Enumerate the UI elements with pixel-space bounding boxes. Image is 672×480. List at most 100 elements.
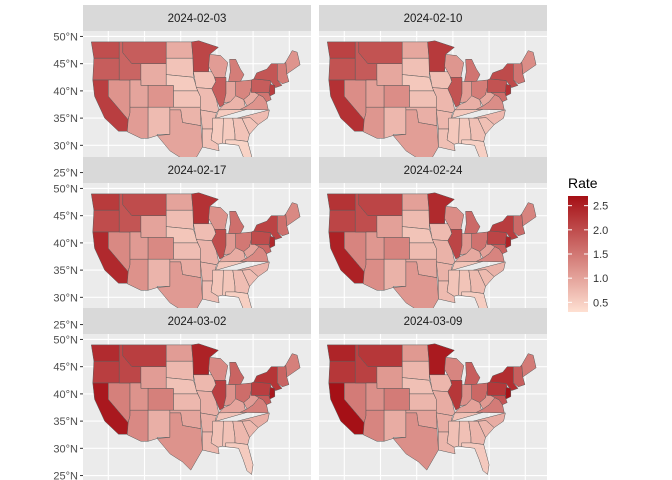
state-pa bbox=[251, 230, 273, 245]
state-md bbox=[254, 395, 272, 406]
state-mi bbox=[464, 362, 481, 385]
state-ne_reg bbox=[277, 364, 290, 388]
state-ks bbox=[173, 393, 201, 411]
state-wy bbox=[376, 366, 403, 389]
state-mi bbox=[228, 59, 245, 82]
facet-strip-label: 2024-02-10 bbox=[404, 13, 463, 25]
state-ne_reg bbox=[513, 61, 526, 85]
state-fl bbox=[225, 442, 254, 475]
state-shapes bbox=[91, 343, 301, 475]
state-sd bbox=[401, 209, 430, 230]
state-nd bbox=[165, 41, 194, 59]
y-tick-label: 30°N bbox=[53, 292, 78, 304]
state-ms bbox=[210, 117, 224, 145]
state-or bbox=[328, 360, 356, 384]
state-nj bbox=[269, 387, 276, 400]
state-nd bbox=[401, 41, 430, 59]
y-tick-label: 40°N bbox=[53, 389, 78, 401]
state-wa bbox=[327, 344, 356, 362]
state-co bbox=[383, 388, 410, 411]
state-nd bbox=[401, 344, 430, 362]
state-mt bbox=[358, 41, 403, 64]
state-ms bbox=[446, 420, 460, 448]
y-tick-label: 25°N bbox=[53, 168, 78, 180]
y-tick-label: 35°N bbox=[53, 113, 78, 125]
state-ks bbox=[173, 90, 201, 108]
state-nc bbox=[237, 412, 270, 428]
state-ne_reg bbox=[277, 61, 290, 85]
state-mt bbox=[122, 193, 167, 216]
y-tick-label: 40°N bbox=[53, 86, 78, 98]
state-ks bbox=[409, 393, 437, 411]
legend-break-label: 2.5 bbox=[593, 201, 608, 213]
facet-strip-label: 2024-02-24 bbox=[404, 165, 463, 177]
state-mi bbox=[464, 211, 481, 234]
y-tick-label: 25°N bbox=[53, 320, 78, 332]
state-nc bbox=[473, 109, 506, 125]
state-mi bbox=[464, 59, 481, 82]
y-tick-label: 40°N bbox=[53, 238, 78, 250]
state-co bbox=[383, 85, 410, 108]
facet-strip-label: 2024-02-17 bbox=[168, 165, 227, 177]
state-ks bbox=[173, 242, 201, 260]
state-wa bbox=[327, 193, 356, 211]
state-wy bbox=[140, 366, 167, 389]
state-co bbox=[147, 388, 174, 411]
state-sd bbox=[165, 360, 194, 381]
state-wa bbox=[91, 41, 120, 59]
state-ne_reg bbox=[277, 213, 290, 237]
state-ms bbox=[446, 269, 460, 297]
state-nm bbox=[147, 106, 171, 139]
state-nj bbox=[505, 84, 512, 97]
state-fl bbox=[461, 442, 490, 475]
state-wy bbox=[140, 215, 167, 238]
state-or bbox=[92, 360, 120, 384]
axes: 25°N 30°N 35°N 40°N 45°N 50°N 25°N 30°N 35°N 40°N… bbox=[53, 31, 83, 480]
state-nc bbox=[237, 261, 270, 277]
state-co bbox=[147, 237, 174, 260]
state-ks bbox=[409, 90, 437, 108]
state-nd bbox=[165, 344, 194, 362]
state-nc bbox=[473, 261, 506, 277]
facet-strip-label: 2024-03-02 bbox=[168, 316, 227, 328]
state-md bbox=[254, 92, 272, 103]
state-mt bbox=[358, 344, 403, 367]
state-nm bbox=[383, 106, 407, 139]
state-md bbox=[490, 92, 508, 103]
state-mt bbox=[122, 344, 167, 367]
state-mi bbox=[228, 362, 245, 385]
state-sd bbox=[165, 209, 194, 230]
facet-strip bbox=[319, 157, 547, 183]
facet-strip-label: 2024-03-09 bbox=[404, 316, 463, 328]
state-shapes bbox=[327, 192, 537, 324]
state-ia bbox=[193, 374, 217, 392]
state-ia bbox=[193, 71, 217, 89]
state-ia bbox=[429, 374, 453, 392]
facet-panel: 2024-03-02 bbox=[83, 308, 311, 480]
y-tick-label: 45°N bbox=[53, 211, 78, 223]
state-nj bbox=[505, 236, 512, 249]
state-ms bbox=[446, 117, 460, 145]
y-tick-label: 25°N bbox=[53, 471, 78, 480]
state-shapes bbox=[327, 40, 537, 172]
state-nj bbox=[269, 236, 276, 249]
state-nc bbox=[473, 412, 506, 428]
state-ne_reg bbox=[513, 213, 526, 237]
facet-strip bbox=[83, 157, 311, 183]
state-wy bbox=[376, 215, 403, 238]
facet-strip-label: 2024-02-03 bbox=[168, 13, 227, 25]
facet-panel: 2024-03-09 bbox=[319, 308, 547, 480]
state-shapes bbox=[327, 343, 537, 475]
state-mi bbox=[228, 211, 245, 234]
state-or bbox=[328, 57, 356, 81]
y-tick-label: 45°N bbox=[53, 362, 78, 374]
state-nd bbox=[165, 193, 194, 211]
state-wy bbox=[140, 63, 167, 86]
state-nj bbox=[269, 84, 276, 97]
state-ks bbox=[409, 242, 437, 260]
color-legend: Rate 0.5 1.0 1.5 2.0 2.5 bbox=[568, 175, 608, 312]
state-nc bbox=[237, 109, 270, 125]
facet-strip bbox=[319, 5, 547, 31]
state-md bbox=[490, 395, 508, 406]
